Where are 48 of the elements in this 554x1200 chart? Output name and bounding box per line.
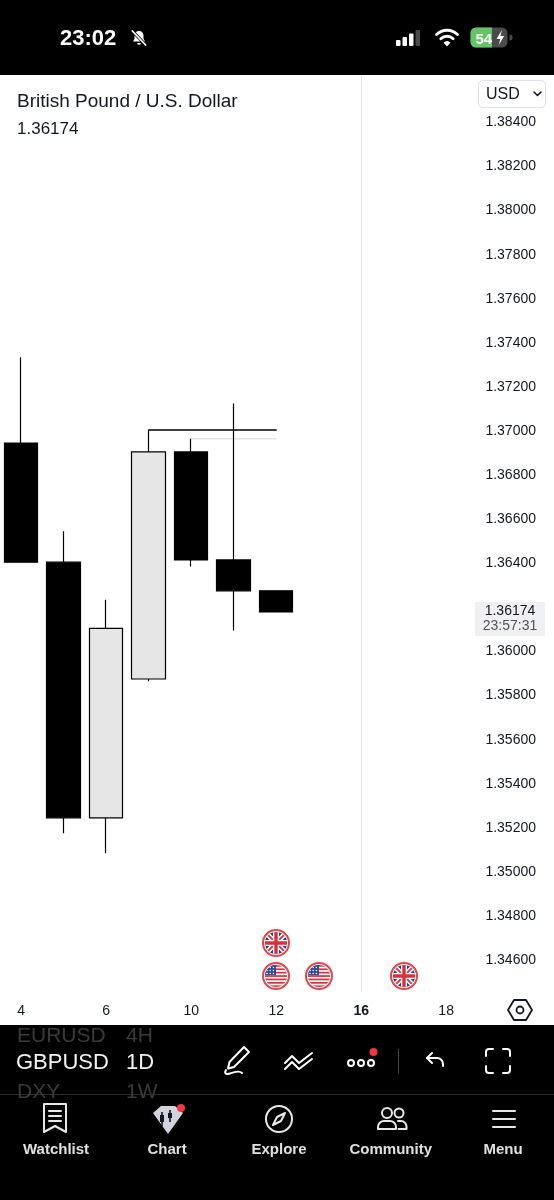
y-tick-label: 1.34800 [485, 906, 537, 923]
y-tick-label: 1.38400 [485, 113, 537, 130]
text: 1W [126, 1078, 158, 1102]
candlestick [173, 438, 209, 568]
text: 1.36174 [483, 601, 537, 618]
y-tick-label: 1.36600 [485, 510, 537, 527]
x-tick-label: 18 [438, 1002, 455, 1018]
text: Chart [147, 1139, 187, 1157]
y-tick-label: 1.37200 [485, 377, 537, 394]
text: Explore [251, 1139, 307, 1157]
y-tick-label: 1.37800 [485, 245, 537, 262]
text: Community [349, 1139, 432, 1157]
y-tick-label: 1.36800 [485, 465, 537, 482]
y-tick-label: 1.37600 [485, 289, 537, 306]
y-tick-label: 1.35400 [485, 774, 537, 791]
y-tick-label: 1.35000 [485, 862, 537, 879]
y-tick-label: 1.35600 [485, 730, 537, 747]
candlestick [88, 599, 124, 854]
text: USD [486, 85, 520, 102]
candlestick [45, 530, 82, 834]
y-tick-label: 1.36400 [485, 554, 537, 571]
text: GBPUSD [16, 1049, 109, 1074]
candlestick [258, 590, 294, 613]
x-tick-label: 16 [353, 1002, 370, 1018]
text: Watchlist [23, 1139, 90, 1157]
y-tick-label: 1.35200 [485, 818, 537, 835]
text: 1.36174 [17, 119, 79, 138]
text: 23:02 [60, 25, 117, 50]
text: 1D [126, 1049, 155, 1074]
text: 4H [126, 1022, 153, 1046]
y-tick-label: 1.36000 [485, 642, 537, 659]
y-tick-label: 1.37000 [485, 421, 537, 438]
text: 54 [475, 29, 493, 47]
text: British Pound / U.S. Dollar [17, 90, 239, 111]
text: Menu [483, 1139, 523, 1157]
candlestick [3, 356, 39, 563]
text: 23:57:31 [481, 616, 539, 633]
x-tick-label: 10 [183, 1002, 200, 1018]
text: EURUSD [17, 1022, 106, 1046]
y-tick-label: 1.34600 [485, 950, 537, 967]
text: DXY [17, 1078, 61, 1102]
x-tick-label: 4 [17, 1002, 26, 1018]
y-tick-label: 1.35800 [485, 686, 537, 703]
x-tick-label: 12 [268, 1002, 285, 1018]
x-tick-label: 6 [102, 1002, 111, 1018]
y-tick-label: 1.38000 [485, 201, 537, 218]
y-tick-label: 1.37400 [485, 333, 537, 350]
y-tick-label: 1.38200 [485, 157, 537, 174]
